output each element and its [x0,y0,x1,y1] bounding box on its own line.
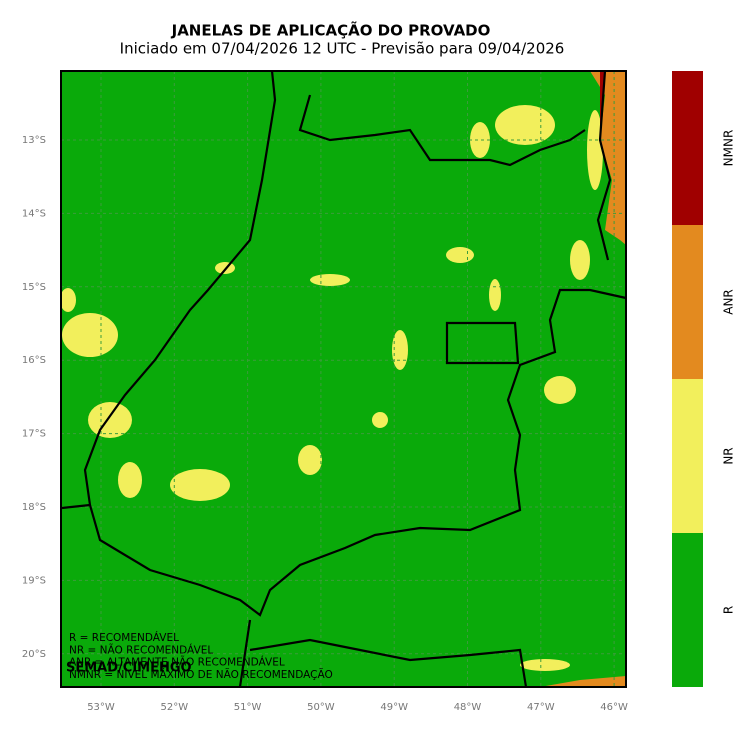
state-borders [61,70,627,688]
lon-label: 47°W [527,702,555,713]
lat-label: 15°S [22,282,46,293]
colorbar: R NR ANR NMNR [672,71,736,687]
anr-area [590,71,626,245]
colorbar-label: NMNR [722,130,736,167]
colorbar-label: R [722,606,736,614]
note: ANR = ALTAMENTE NÃO RECOMENDÁVEL [69,656,285,669]
lon-label: 50°W [307,702,335,713]
colorbar-segment [672,533,703,687]
colorbar-label: ANR [722,289,736,315]
anr-area-south [540,676,626,687]
colorbar-segment [672,379,703,533]
lat-label: 16°S [22,355,46,366]
colorbar-label: NR [722,447,736,464]
colorbar-segment [672,225,703,379]
lon-label: 51°W [234,702,262,713]
lat-label: 13°S [22,135,46,146]
axis-labels: 13°S 14°S 15°S 16°S 17°S 18°S 19°S 20°S 53°W 52°W… [22,135,628,713]
lon-label: 49°W [380,702,408,713]
nr-areas [60,105,603,671]
lat-label: 14°S [22,208,46,219]
note: R = RECOMENDÁVEL [69,631,179,644]
lon-label: 53°W [87,702,115,713]
lat-label: 20°S [22,649,46,660]
lat-label: 17°S [22,429,46,440]
title: JANELAS DE APLICAÇÃO DO PROVADO [171,21,491,40]
lon-label: 52°W [160,702,188,713]
lon-label: 46°W [600,702,628,713]
map-frame [60,70,627,688]
map-background [61,71,626,687]
lat-label: 18°S [22,502,46,513]
note: NMNR = NÍVEL MÁXIMO DE NÃO RECOMENDAÇÃO [69,668,333,681]
colorbar-segment [672,71,703,225]
lon-label: 48°W [454,702,482,713]
note: NR = NÃO RECOMENDÁVEL [69,643,213,656]
map-area [60,70,627,688]
lat-label: 19°S [22,575,46,586]
subtitle: Iniciado em 07/04/2026 12 UTC - Previsão… [120,40,565,58]
credit: SEMAD/CIMEHGO [66,661,192,676]
